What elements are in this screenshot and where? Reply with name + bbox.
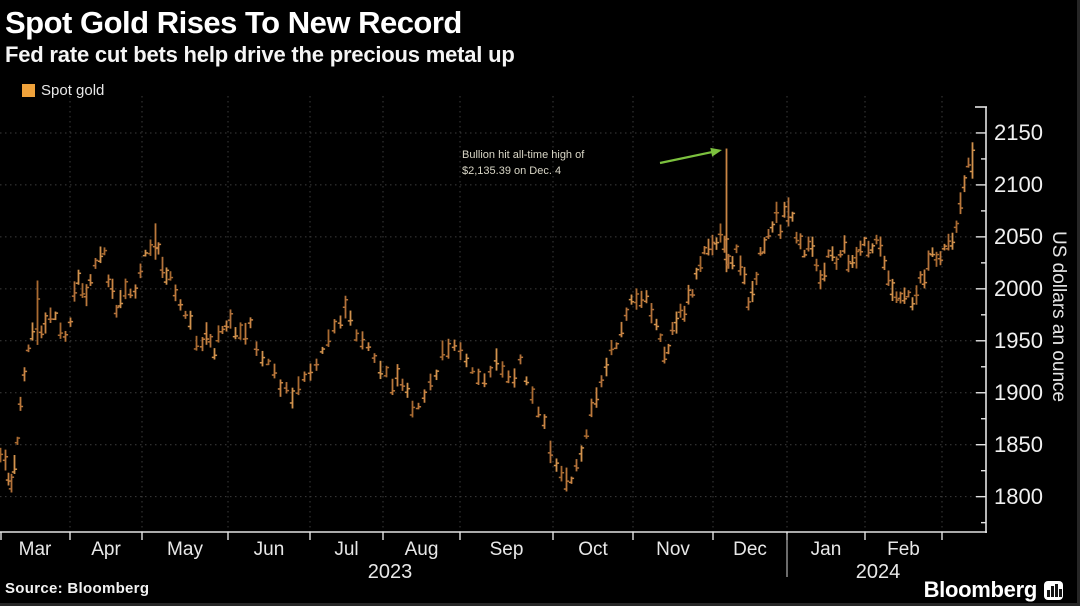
y-tick-label: 2100 xyxy=(994,171,1043,197)
page-subtitle: Fed rate cut bets help drive the preciou… xyxy=(5,42,515,67)
source-label: Source: Bloomberg xyxy=(5,580,150,597)
x-month-label: Jul xyxy=(334,539,359,560)
x-month-label: May xyxy=(167,539,203,560)
x-month-label: Sep xyxy=(489,539,524,560)
x-year-label: 2023 xyxy=(367,561,413,583)
y-tick-label: 1950 xyxy=(994,327,1043,353)
bloomberg-wordmark: Bloomberg xyxy=(923,577,1038,602)
x-month-label: Oct xyxy=(578,539,608,560)
x-month-label: Apr xyxy=(91,539,121,560)
x-month-label: Mar xyxy=(18,539,52,560)
x-year-label: 2024 xyxy=(855,561,901,583)
annotation-arrow-icon xyxy=(710,147,722,157)
bar-chart-icon xyxy=(1044,580,1063,600)
legend: Spot gold xyxy=(22,82,104,99)
y-tick-label: 1800 xyxy=(994,483,1043,509)
x-month-label: Aug xyxy=(404,539,439,560)
y-tick-label: 1850 xyxy=(994,431,1043,457)
legend-swatch-icon xyxy=(22,84,35,97)
annotation-line-2: $2,135.39 on Dec. 4 xyxy=(462,165,562,177)
x-month-label: Jun xyxy=(253,539,285,560)
annotation: Bullion hit all-time high of $2,135.39 o… xyxy=(462,147,584,179)
y-tick-label: 1900 xyxy=(994,379,1043,405)
y-axis-title: US dollars an ounce xyxy=(1048,231,1069,403)
legend-label: Spot gold xyxy=(41,82,105,99)
bloomberg-logo: Bloomberg xyxy=(924,577,1063,603)
x-month-label: Dec xyxy=(733,539,767,560)
x-month-label: Feb xyxy=(887,539,920,560)
annotation-line-1: Bullion hit all-time high of xyxy=(462,149,585,161)
x-month-label: Nov xyxy=(656,539,690,560)
page-title: Spot Gold Rises To New Record xyxy=(5,5,462,40)
y-tick-label: 2150 xyxy=(994,119,1043,145)
y-tick-label: 2000 xyxy=(994,275,1043,301)
x-month-label: Jan xyxy=(810,539,842,560)
y-tick-label: 2050 xyxy=(994,223,1043,249)
